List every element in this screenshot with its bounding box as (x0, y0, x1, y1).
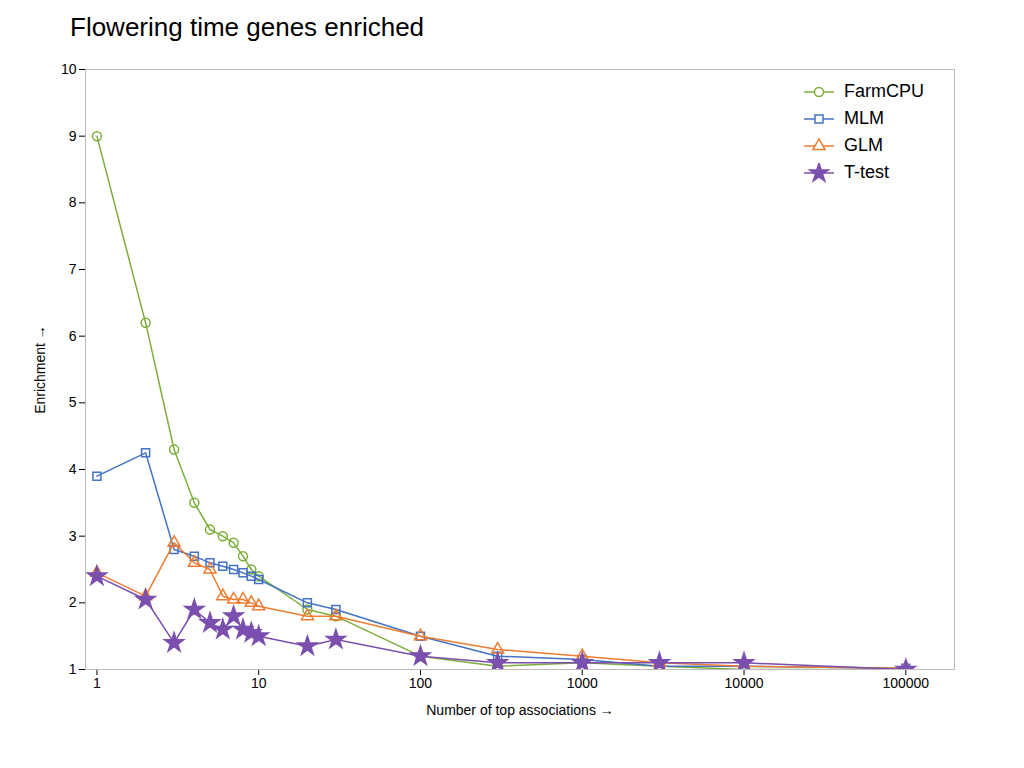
svg-text:5: 5 (69, 394, 77, 410)
svg-text:100000: 100000 (882, 675, 929, 691)
svg-text:7: 7 (69, 261, 77, 277)
svg-text:4: 4 (69, 461, 77, 477)
svg-text:10: 10 (61, 61, 77, 77)
svg-text:100: 100 (409, 675, 433, 691)
svg-text:2: 2 (69, 594, 77, 610)
svg-text:1: 1 (93, 675, 101, 691)
svg-text:Enrichment →: Enrichment → (32, 325, 48, 414)
svg-text:1: 1 (69, 661, 77, 677)
html-text:Flowering time genes enriched: Flowering time genes enriched (70, 12, 425, 42)
html-text:FarmCPU: FarmCPU (844, 81, 924, 101)
html-text:MLM: MLM (844, 108, 884, 128)
svg-text:Number of top associations →: Number of top associations → (426, 702, 614, 718)
svg-text:10000: 10000 (725, 675, 764, 691)
svg-text:8: 8 (69, 194, 77, 210)
html-text:GLM: GLM (844, 135, 883, 155)
svg-text:3: 3 (69, 528, 77, 544)
svg-text:6: 6 (69, 328, 77, 344)
svg-text:10: 10 (251, 675, 267, 691)
svg-text:9: 9 (69, 128, 77, 144)
svg-text:1000: 1000 (567, 675, 598, 691)
html-text:T-test: T-test (844, 162, 889, 182)
